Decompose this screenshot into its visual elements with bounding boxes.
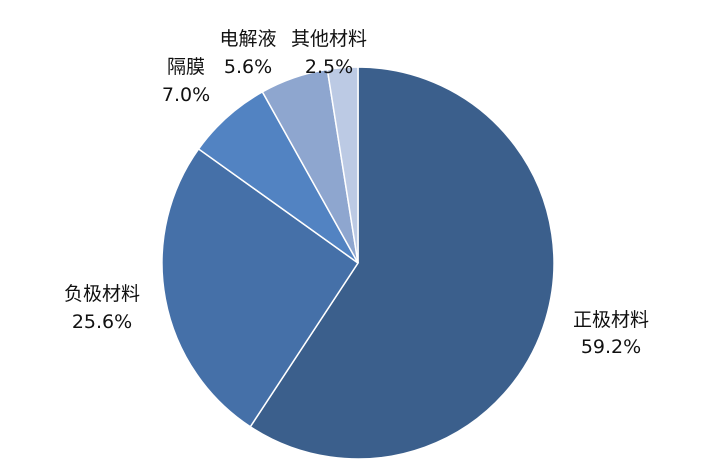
slice-label-electrolyte: 电解液 <box>219 28 276 50</box>
pie-slice-other-materials <box>326 66 359 264</box>
pie-slices <box>161 66 555 460</box>
slice-value-electrolyte: 5.6% <box>224 56 272 78</box>
pie-slice-positive-electrode <box>249 66 555 460</box>
slice-label-other-materials: 其他材料 <box>291 28 367 50</box>
slice-value-negative-electrode: 25.6% <box>72 311 132 333</box>
slice-value-other-materials: 2.5% <box>305 56 353 78</box>
slice-label-positive-electrode: 正极材料 <box>573 309 649 331</box>
slice-label-separator: 隔膜 <box>167 56 205 78</box>
slice-value-separator: 7.0% <box>162 84 210 106</box>
slice-label-negative-electrode: 负极材料 <box>64 283 140 305</box>
pie-slice-negative-electrode <box>161 147 360 428</box>
slice-value-positive-electrode: 59.2% <box>581 336 641 358</box>
